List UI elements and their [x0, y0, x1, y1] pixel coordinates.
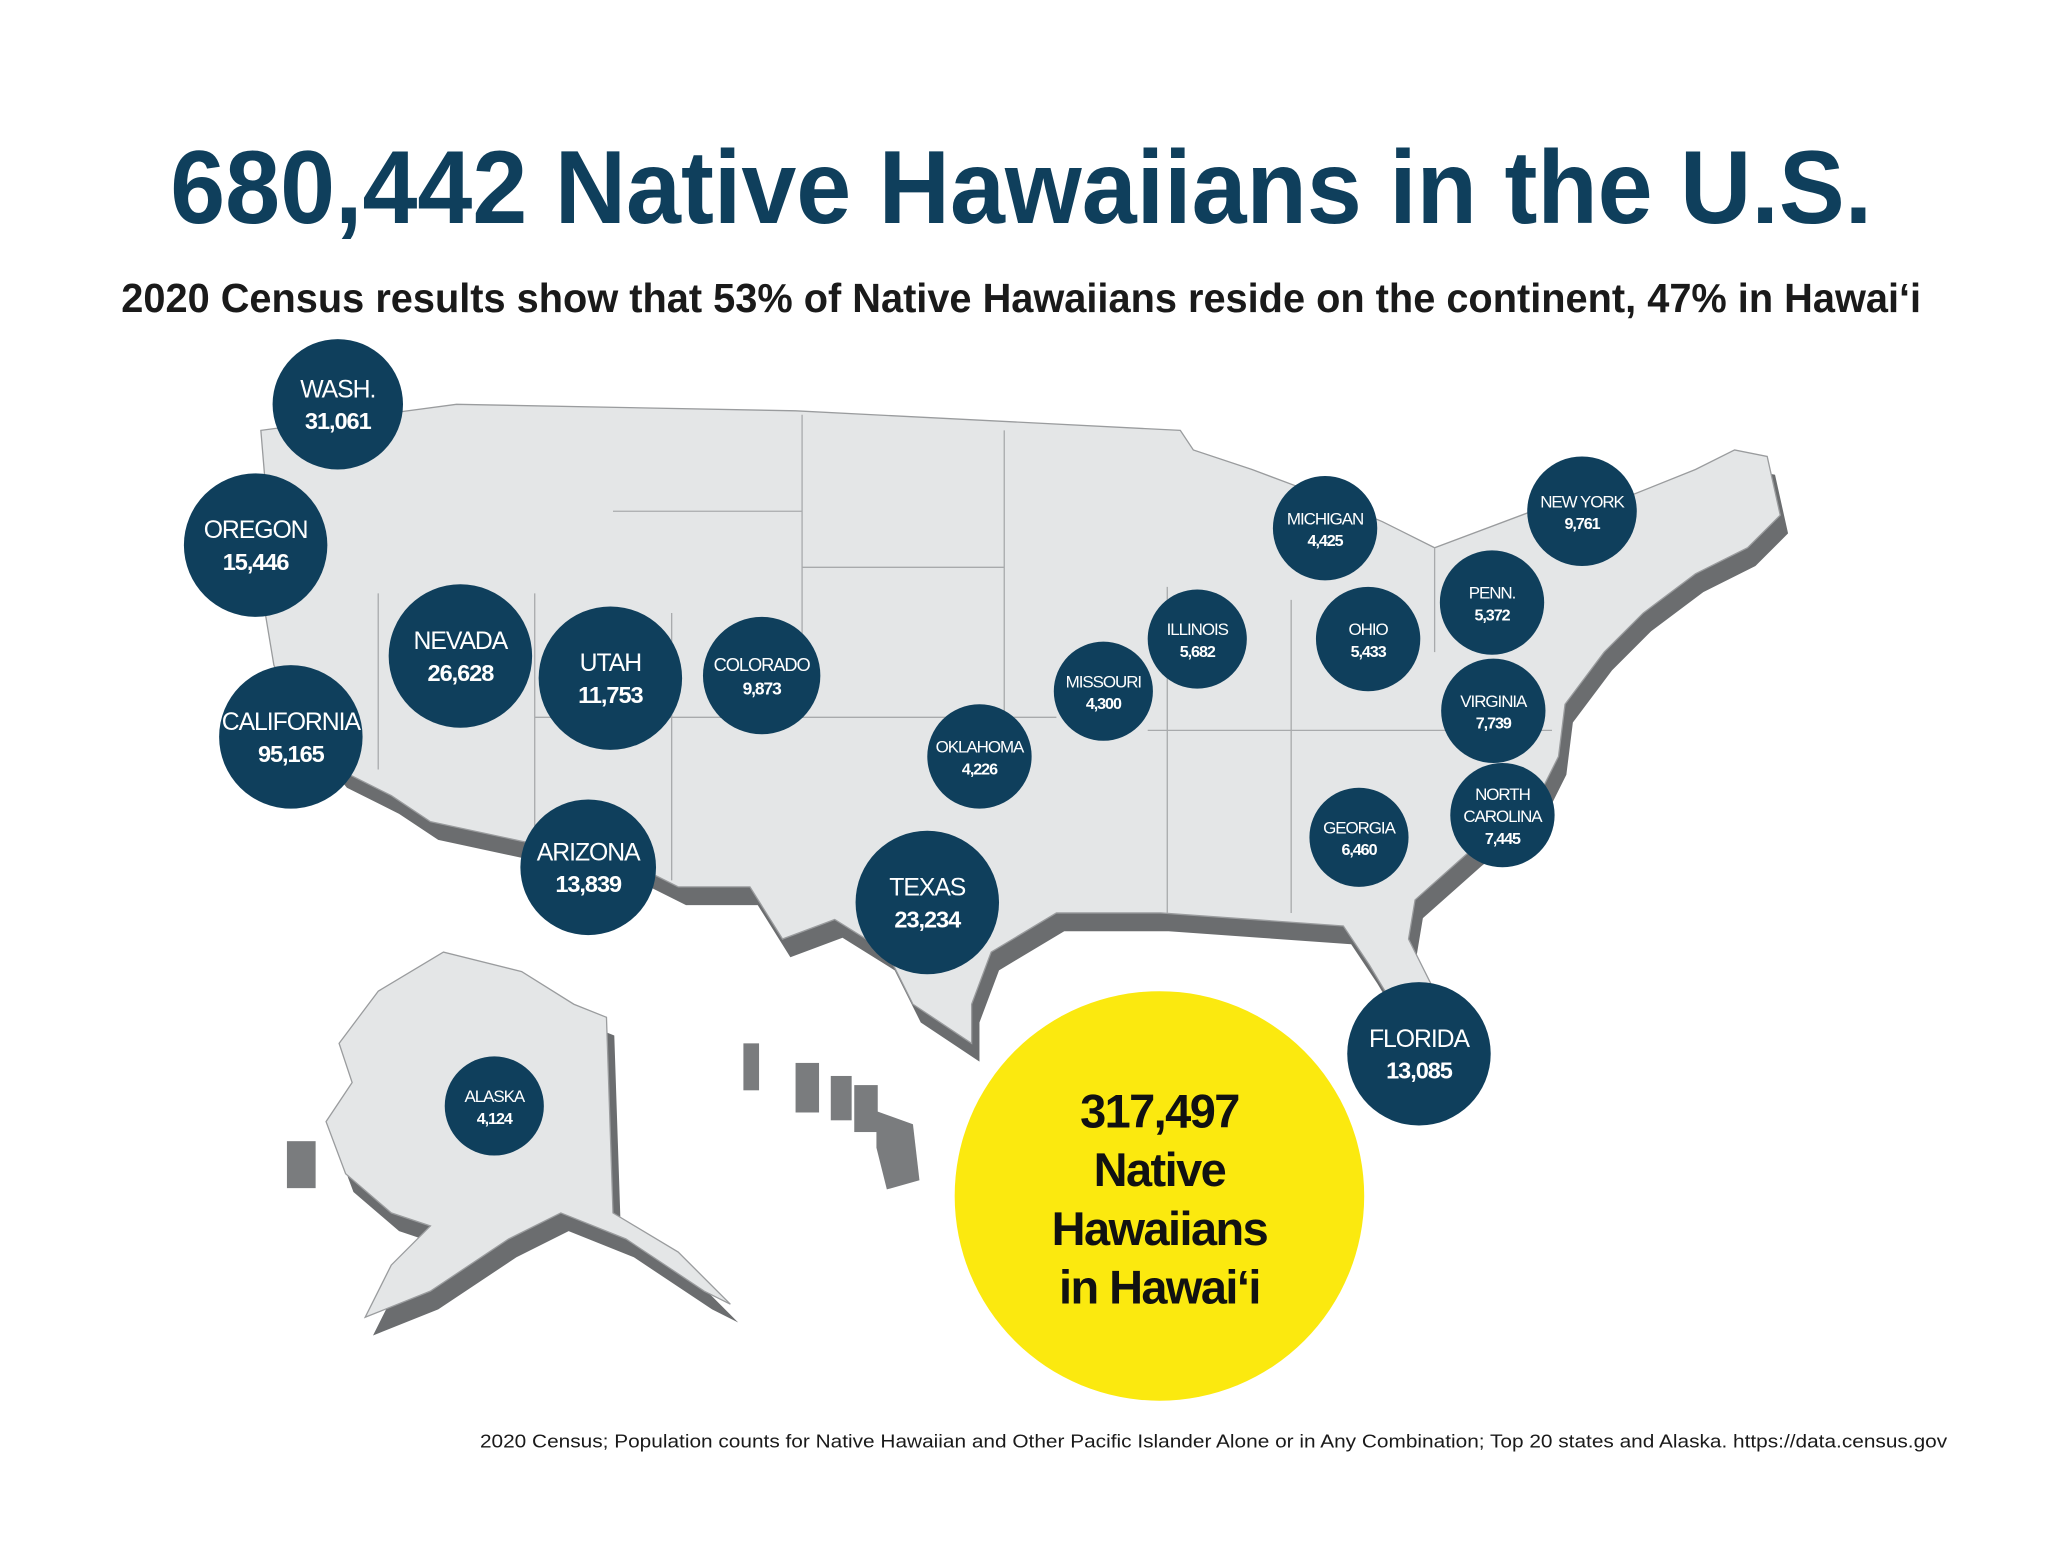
state-value: 5,433 [1351, 643, 1387, 661]
state-bubble [388, 584, 533, 728]
state-name: ILLINOIS [1167, 620, 1229, 639]
state-value: 5,682 [1180, 643, 1216, 661]
state-value: 7,739 [1476, 715, 1512, 733]
state-value: 11,753 [578, 682, 643, 708]
state-bubble [1272, 476, 1378, 581]
state-bubble [702, 616, 821, 735]
state-value: 31,061 [305, 408, 372, 434]
state-bubble [1439, 550, 1545, 655]
state-name: OREGON [204, 517, 308, 544]
state-name: NEW YORK [1540, 492, 1625, 511]
state-name: TEXAS [889, 875, 966, 902]
state-name: NEVADA [414, 628, 509, 655]
state-value: 4,124 [477, 1110, 513, 1128]
state-bubble [1053, 641, 1153, 741]
state-name: PENN. [1469, 584, 1516, 603]
state-name: FLORIDA [1369, 1026, 1471, 1053]
state-name: OKLAHOMA [936, 738, 1025, 757]
hawaii-text: Native [1094, 1143, 1226, 1196]
state-value: 4,300 [1086, 695, 1122, 713]
state-value: 15,446 [223, 549, 290, 575]
state-bubble [1347, 982, 1491, 1126]
state-name: CALIFORNIA [222, 709, 362, 736]
state-bubble [1147, 589, 1247, 689]
state-bubble [219, 665, 363, 809]
state-name: MISSOURI [1066, 672, 1142, 691]
state-value: 13,085 [1386, 1058, 1453, 1084]
state-name: NORTH [1475, 785, 1530, 804]
state-bubble [272, 339, 404, 470]
hawaii-bubble [954, 991, 1365, 1401]
state-bubble [183, 473, 328, 617]
state-value: 13,839 [555, 871, 622, 897]
state-value: 7,445 [1485, 830, 1521, 848]
hawaii-text: in Hawaiʻi [1059, 1261, 1260, 1314]
state-bubble [538, 606, 683, 750]
state-value: 9,873 [743, 679, 783, 699]
state-name: WASH. [300, 376, 375, 403]
state-value: 26,628 [428, 660, 495, 686]
footnote: 2020 Census; Population counts for Nativ… [480, 1431, 1948, 1452]
state-bubble [1315, 586, 1421, 692]
state-value: 4,226 [962, 760, 998, 778]
state-bubble [1309, 787, 1409, 887]
state-bubble [444, 1056, 544, 1156]
state-value: 5,372 [1474, 606, 1510, 624]
state-name: MICHIGAN [1287, 509, 1363, 528]
state-bubble [855, 830, 1000, 975]
state-bubble [927, 704, 1032, 809]
subtitle: 2020 Census results show that 53% of Nat… [121, 275, 1921, 321]
state-name: UTAH [580, 650, 641, 677]
state-name: OHIO [1349, 620, 1389, 639]
state-bubble [1450, 762, 1555, 868]
state-value: 4,425 [1308, 532, 1344, 550]
state-bubble [1527, 456, 1637, 567]
hawaii-text: Hawaiians [1052, 1202, 1268, 1255]
state-name: ARIZONA [537, 839, 641, 866]
state-bubble [520, 799, 657, 936]
hawaii-text: 317,497 [1080, 1084, 1239, 1137]
state-value: 23,234 [894, 906, 961, 932]
state-name: ALASKA [464, 1087, 525, 1106]
state-name: VIRGINIA [1460, 692, 1528, 711]
state-name: GEORGIA [1323, 818, 1396, 837]
state-name: CAROLINA [1463, 807, 1543, 826]
state-value: 6,460 [1341, 841, 1377, 859]
state-value: 95,165 [258, 741, 325, 767]
title: 680,442 Native Hawaiians in the U.S. [170, 130, 1872, 246]
state-value: 9,761 [1564, 515, 1600, 533]
state-bubble [1441, 658, 1546, 763]
state-name: COLORADO [714, 654, 811, 675]
